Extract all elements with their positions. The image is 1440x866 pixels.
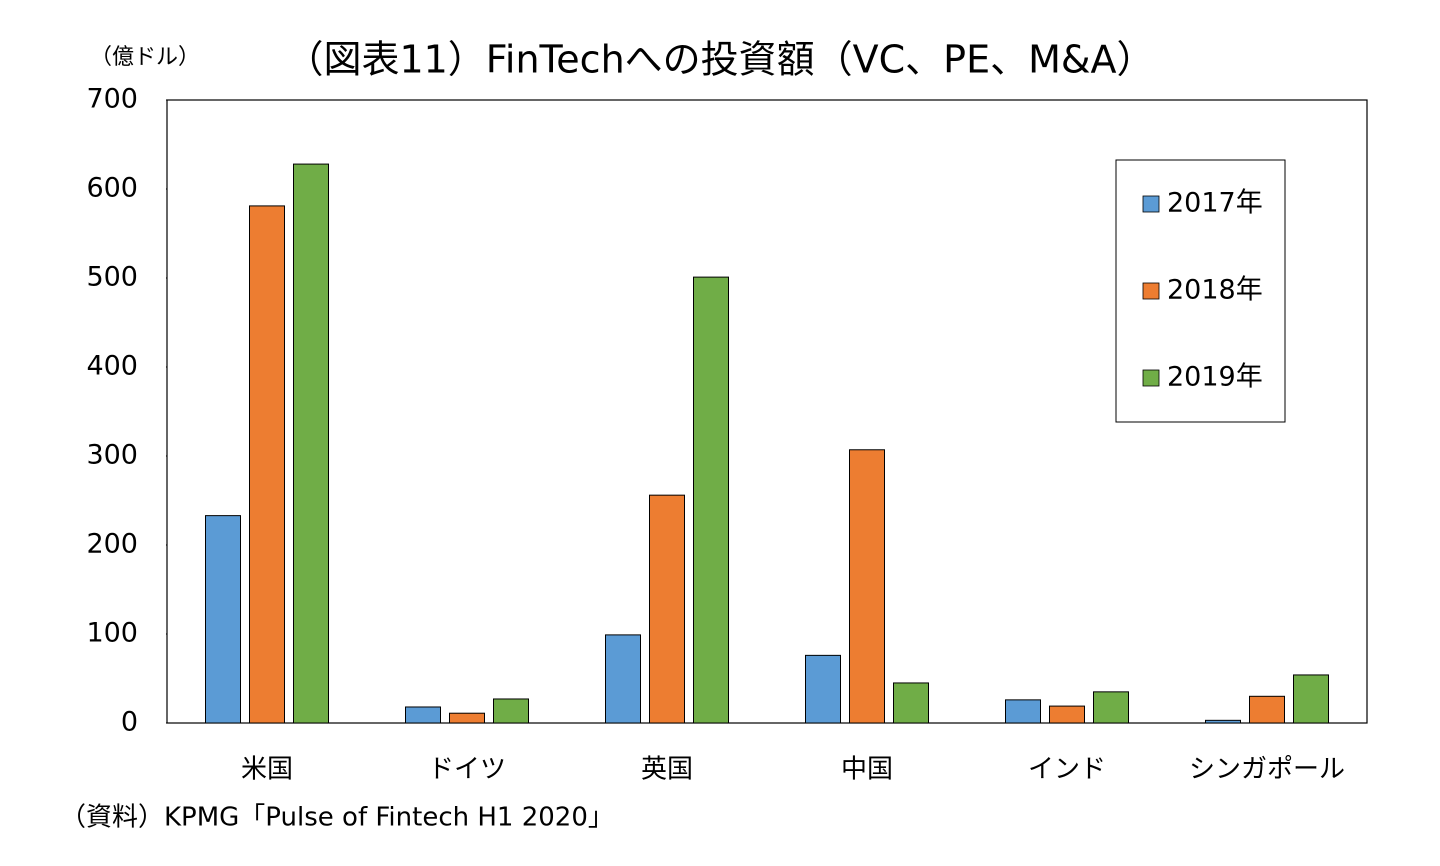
x-tick-label: ドイツ bbox=[428, 755, 506, 785]
bar bbox=[849, 449, 885, 724]
bar bbox=[205, 515, 241, 724]
y-tick-label: 600 bbox=[86, 173, 138, 204]
legend-swatch bbox=[1142, 195, 1160, 213]
legend-label: 2017年 bbox=[1167, 188, 1263, 219]
bar bbox=[1249, 695, 1285, 724]
bar bbox=[649, 494, 685, 724]
bar bbox=[405, 706, 441, 724]
bar bbox=[449, 712, 485, 724]
legend-swatch bbox=[1142, 369, 1160, 387]
y-tick-label: 300 bbox=[86, 440, 138, 471]
y-tick-label: 400 bbox=[86, 351, 138, 382]
x-tick-label: 米国 bbox=[241, 755, 293, 785]
bar bbox=[605, 634, 641, 724]
y-tick-label: 500 bbox=[86, 262, 138, 293]
chart-title: （図表11）FinTechへの投資額（VC、PE、M&A） bbox=[285, 38, 1154, 82]
bar bbox=[1049, 705, 1085, 724]
x-tick-label: シンガポール bbox=[1189, 755, 1345, 785]
bar bbox=[1205, 719, 1241, 724]
x-tick-label: 中国 bbox=[841, 755, 893, 785]
y-tick-label: 200 bbox=[86, 529, 138, 560]
plot-area bbox=[166, 99, 1368, 724]
y-tick-label: 100 bbox=[86, 618, 138, 649]
y-tick-label: 0 bbox=[121, 707, 138, 738]
legend-label: 2019年 bbox=[1167, 362, 1263, 393]
bar bbox=[493, 698, 529, 724]
legend-label: 2018年 bbox=[1167, 275, 1263, 306]
y-axis-label: （億ドル） bbox=[90, 45, 200, 70]
bar bbox=[1005, 699, 1041, 724]
y-tick-label: 700 bbox=[86, 84, 138, 115]
bar bbox=[1093, 691, 1129, 724]
bar bbox=[805, 654, 841, 724]
x-tick-label: インド bbox=[1028, 755, 1106, 785]
legend-swatch bbox=[1142, 282, 1160, 300]
bar bbox=[293, 163, 329, 724]
bar bbox=[693, 276, 729, 724]
bar bbox=[893, 682, 929, 724]
source-note: （資料）KPMG「Pulse of Fintech H1 2020」 bbox=[60, 803, 614, 833]
bar bbox=[249, 205, 285, 724]
bar bbox=[1293, 674, 1329, 724]
x-tick-label: 英国 bbox=[641, 755, 693, 785]
